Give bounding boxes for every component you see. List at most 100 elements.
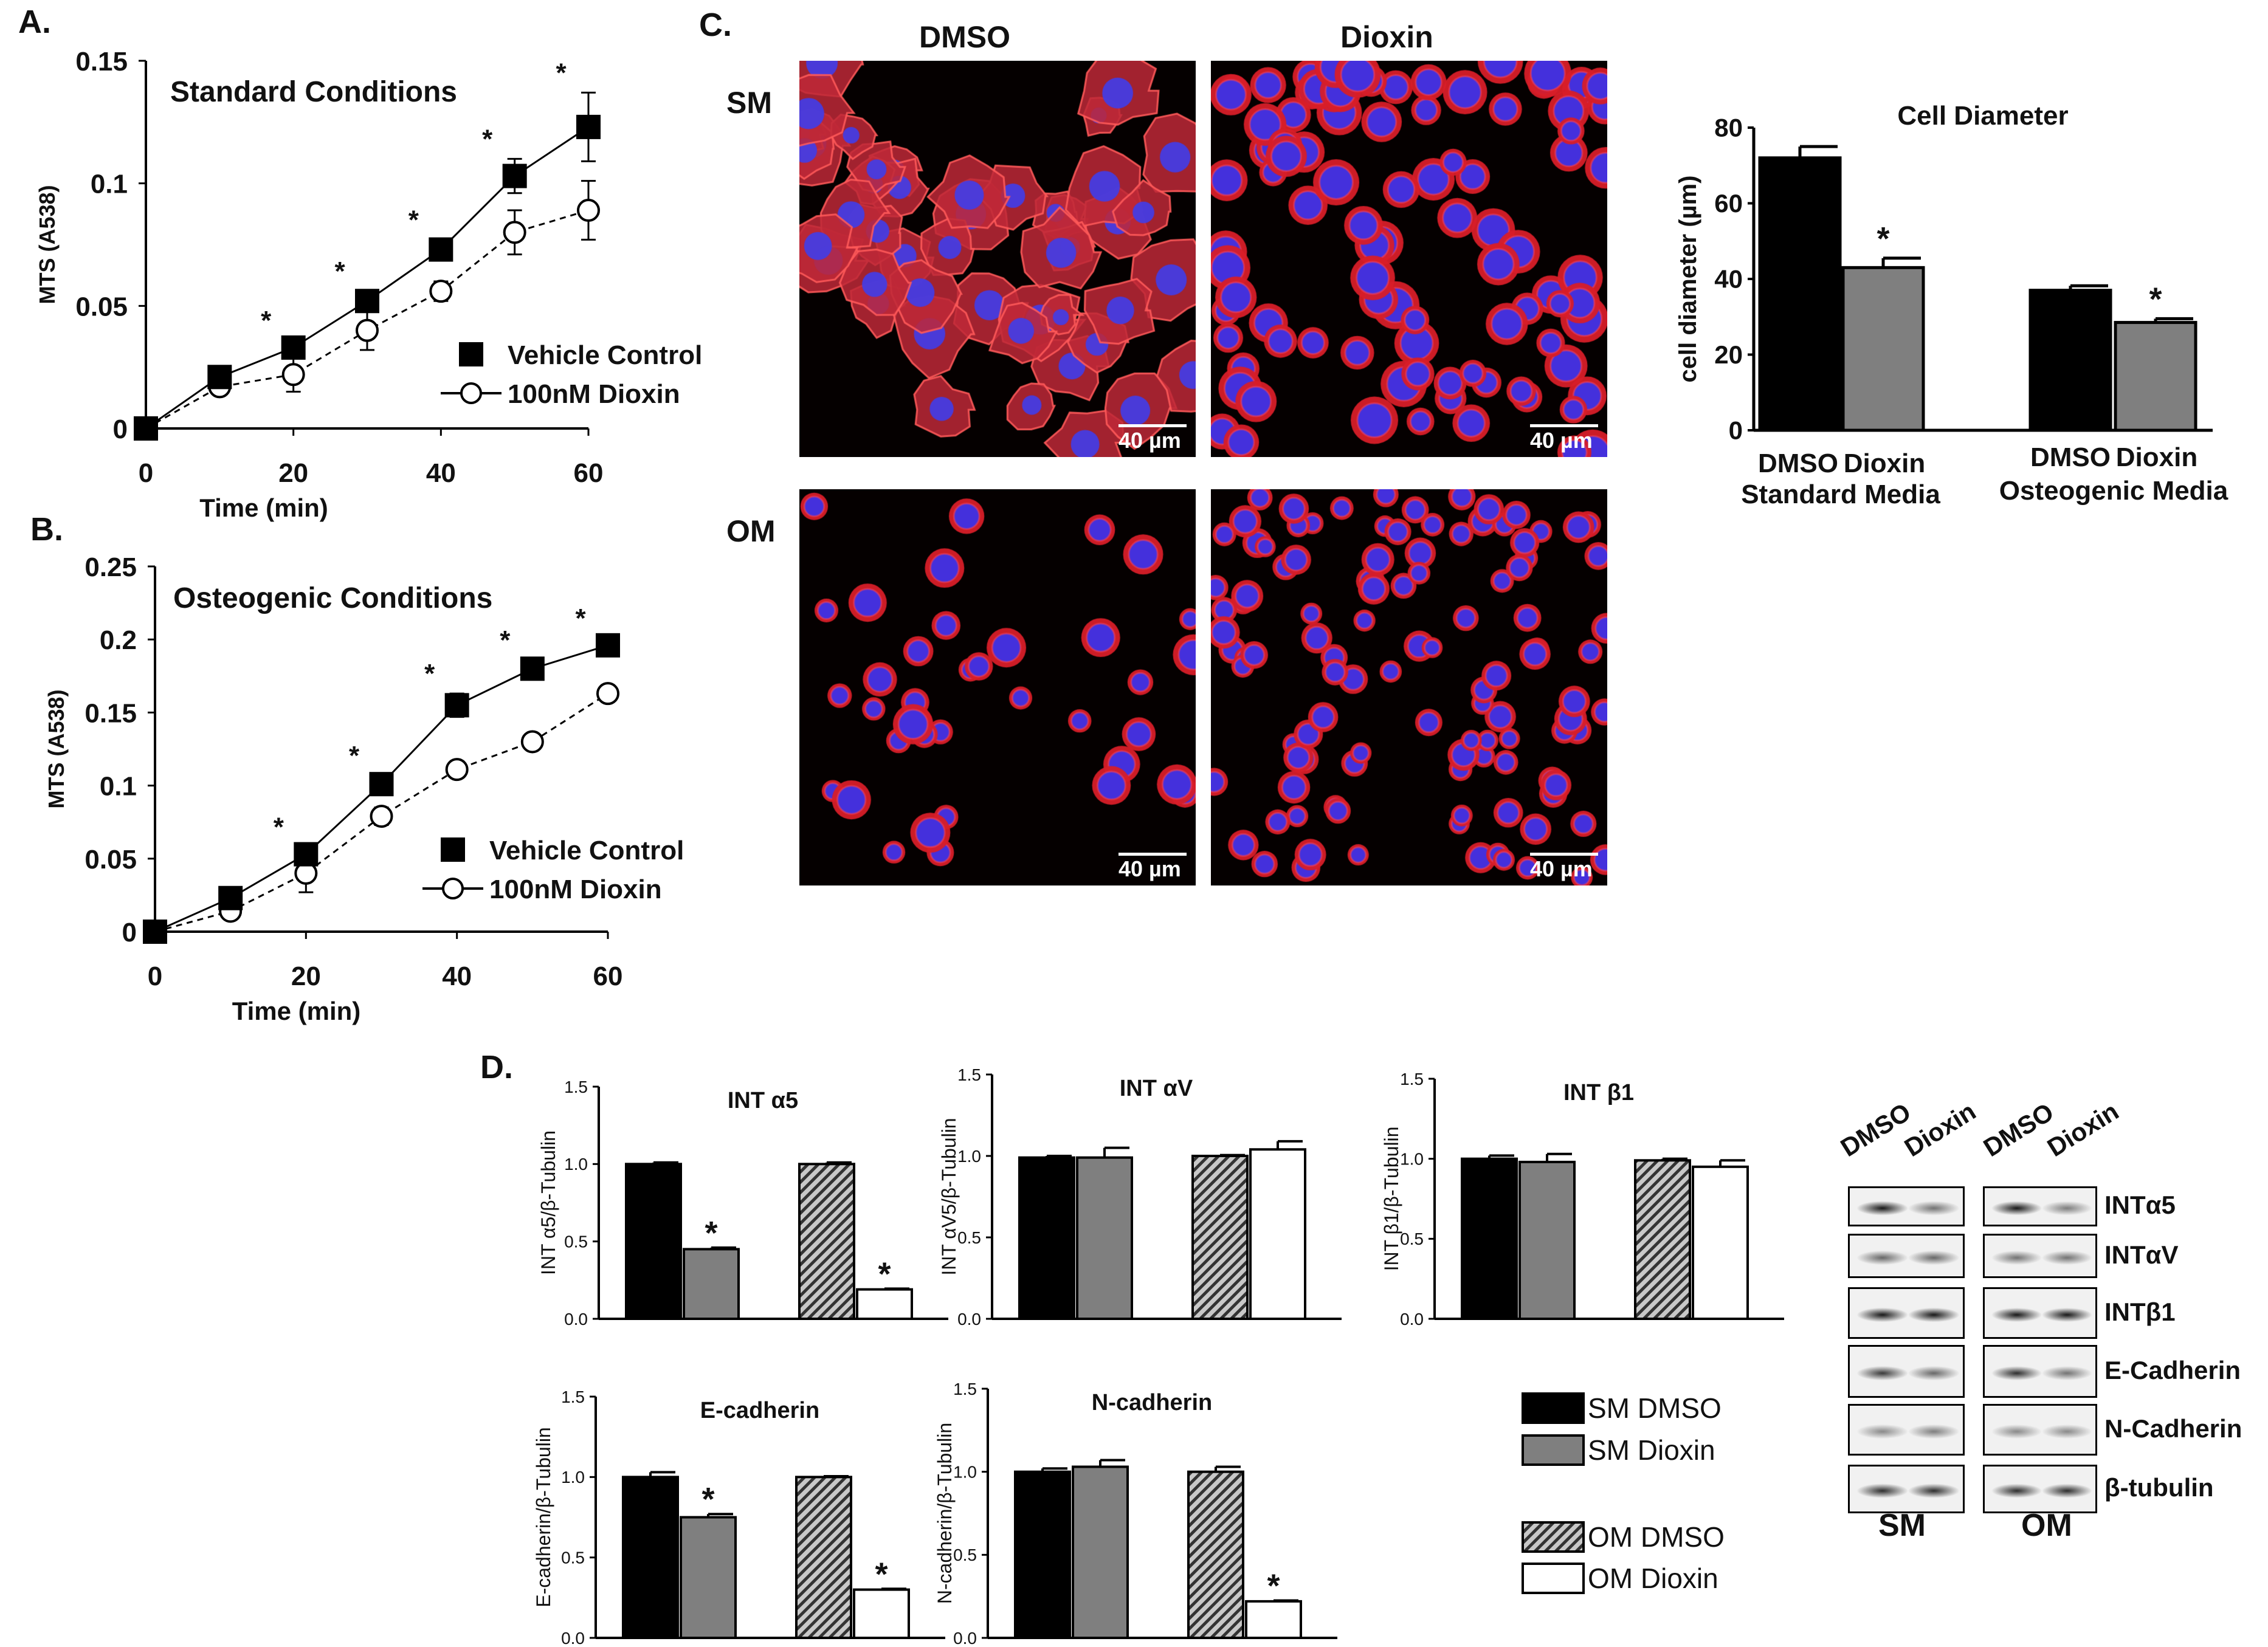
data-point: [143, 920, 167, 944]
bar: [1758, 156, 1842, 432]
micrograph-col-label-dmso: DMSO: [919, 20, 1010, 54]
legend-swatch: [1522, 1563, 1585, 1594]
x-axis-label: Time (min): [199, 493, 328, 522]
y-tick-label: 80: [1714, 114, 1743, 142]
legend-swatch: [1522, 1521, 1585, 1553]
x-tick-label: 60: [593, 961, 623, 991]
legend-label: 100nM Dioxin: [489, 875, 662, 904]
chart-title: Cell Diameter: [1897, 101, 2068, 131]
blot-panel: [1983, 1234, 2099, 1280]
y-tick-label: 0.15: [75, 47, 128, 77]
y-tick-label: 1.0: [561, 1468, 585, 1487]
bar: [1014, 1470, 1071, 1640]
data-point: [355, 289, 379, 314]
bar: [1634, 1159, 1691, 1321]
data-point: [520, 730, 544, 754]
blot-group-label-om: OM: [2021, 1508, 2072, 1543]
data-point: [577, 199, 600, 222]
data-point: [134, 416, 158, 441]
y-axis-label: MTS (A538): [44, 689, 69, 808]
x-tick-label: 20: [291, 961, 321, 991]
y-tick-label: 0.5: [957, 1228, 981, 1247]
blot-panel: [1848, 1234, 1966, 1280]
chart-title: Osteogenic Conditions: [173, 582, 492, 614]
data-point: [520, 656, 545, 681]
y-tick-label: 0.0: [957, 1310, 981, 1329]
micrograph-sm-dioxin: 40 µm: [1211, 61, 1607, 457]
y-tick-label: 0.0: [1400, 1310, 1424, 1329]
bar: [798, 1163, 855, 1321]
y-tick-label: 0.0: [564, 1310, 588, 1329]
data-point: [218, 885, 243, 910]
chart-title: N-cadherin: [1092, 1390, 1212, 1415]
significance-star: *: [349, 741, 360, 771]
significance-star: *: [701, 1481, 714, 1518]
blot-panel: [1848, 1287, 1966, 1341]
blot-panel: [1983, 1186, 2099, 1228]
bar: [2114, 321, 2197, 432]
bar: [1245, 1600, 1302, 1640]
bar: [1076, 1156, 1133, 1321]
y-tick-label: 1.5: [953, 1380, 977, 1398]
significance-star: *: [482, 124, 493, 154]
y-tick-label: 20: [1714, 340, 1743, 369]
significance-star: *: [875, 1556, 888, 1592]
bar: [1018, 1156, 1075, 1321]
x-axis-label: Time (min): [232, 997, 361, 1025]
significance-star: *: [424, 659, 435, 689]
legend-marker: [442, 878, 464, 899]
y-axis-label: INT α5/β-Tubulin: [537, 1130, 559, 1275]
legend-marker: [441, 837, 465, 862]
legend-label: 100nM Dioxin: [508, 379, 680, 409]
significance-star: *: [1267, 1568, 1280, 1604]
data-point: [502, 163, 527, 188]
data-point: [207, 365, 232, 390]
bar: [853, 1588, 910, 1640]
micrograph-row-label-om: OM: [726, 514, 776, 548]
blot-panel: [1983, 1345, 2099, 1400]
blot-band-label: INTβ1: [2104, 1297, 2176, 1326]
legend-label: SM Dioxin: [1588, 1434, 1715, 1466]
data-point: [294, 842, 319, 867]
data-point: [281, 363, 305, 387]
blot-band-label: INTα5: [2104, 1191, 2176, 1219]
data-point: [503, 221, 526, 244]
significance-star: *: [261, 306, 272, 335]
y-tick-label: 0.1: [91, 170, 128, 199]
data-point: [281, 335, 306, 360]
data-point: [369, 772, 394, 797]
bar: [1191, 1155, 1249, 1320]
significance-star: *: [878, 1256, 891, 1292]
bar: [795, 1476, 852, 1639]
x-tick-label: 0: [148, 961, 162, 991]
panel-letter-a: A.: [18, 4, 51, 40]
blot-panel: [1848, 1345, 1966, 1400]
legend-label: SM DMSO: [1588, 1392, 1722, 1424]
legend-label: Vehicle Control: [508, 340, 702, 370]
data-point: [576, 114, 601, 139]
blot-band-label: N-Cadherin: [2104, 1414, 2242, 1443]
group-label: Standard Media: [1741, 480, 1940, 509]
bar: [1518, 1160, 1576, 1321]
legend-label: Vehicle Control: [489, 836, 684, 865]
y-tick-label: 0.2: [100, 625, 137, 655]
blot-panel: [1848, 1186, 1966, 1228]
significance-star: *: [1877, 221, 1889, 257]
data-point: [356, 318, 379, 342]
y-tick-label: 0.5: [953, 1546, 977, 1564]
blot-panel: [1983, 1287, 2099, 1341]
bar: [1841, 266, 1925, 432]
y-tick-label: 0: [122, 918, 137, 947]
y-tick-label: 0.5: [561, 1548, 585, 1567]
data-point: [445, 758, 469, 782]
legend-swatch: [1522, 1392, 1585, 1424]
y-tick-label: 60: [1714, 189, 1743, 218]
y-tick-label: 1.5: [1400, 1070, 1424, 1088]
significance-star: *: [274, 813, 284, 842]
y-axis-label: N-cadherin/β-Tubulin: [934, 1423, 956, 1604]
y-axis-label: E-cadherin/β-Tubulin: [533, 1427, 554, 1607]
blot-band-label: E-Cadherin: [2104, 1355, 2241, 1384]
bar: [1072, 1465, 1129, 1639]
bar: [683, 1248, 740, 1320]
